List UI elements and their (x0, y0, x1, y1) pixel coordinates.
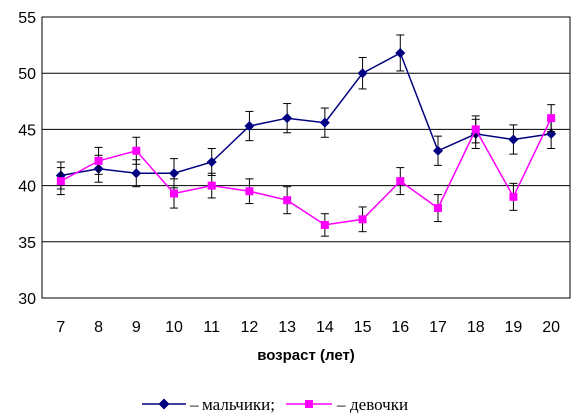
y-tick-label: 50 (18, 66, 36, 83)
x-tick-label: 16 (391, 319, 409, 336)
series-boys (55, 34, 557, 190)
data-point (207, 181, 216, 190)
data-point (396, 177, 405, 186)
series-layer (55, 34, 557, 237)
data-point (547, 114, 556, 123)
x-tick-label: 8 (94, 319, 103, 336)
y-tick-label: 55 (18, 10, 36, 27)
data-point (509, 192, 518, 201)
legend-girls-label: девочки (350, 395, 408, 414)
data-point (94, 156, 103, 165)
x-tick-label: 20 (542, 319, 560, 336)
data-point (320, 220, 329, 229)
x-tick-label: 17 (429, 319, 447, 336)
x-tick-label: 10 (165, 319, 183, 336)
x-tick-label: 9 (132, 319, 141, 336)
data-point (244, 121, 255, 132)
data-point (319, 117, 330, 128)
data-point (358, 215, 367, 224)
data-point (245, 187, 254, 196)
data-point (282, 113, 293, 124)
legend-dash-2: – (336, 395, 346, 414)
data-point (170, 189, 178, 198)
x-axis-tick-labels: 7 8 9 10 11 12 13 14 15 16 17 18 19 20 (56, 319, 560, 336)
y-axis-tick-labels: 30 35 40 45 50 55 (18, 10, 36, 308)
x-axis-title: возраст (лет) (257, 347, 355, 364)
data-point (169, 168, 179, 179)
y-tick-label: 40 (18, 179, 36, 196)
x-tick-label: 13 (278, 319, 296, 336)
legend-boys-label: мальчики; (202, 395, 275, 414)
series-girls (56, 104, 556, 237)
plot-frame (41, 16, 571, 299)
data-point (56, 177, 65, 186)
x-tick-label: 18 (467, 319, 485, 336)
data-point (131, 168, 142, 179)
data-point (471, 125, 480, 134)
data-point (433, 145, 443, 156)
legend-girls-marker (305, 400, 313, 408)
legend-boys-marker (158, 398, 170, 410)
data-point (206, 156, 217, 167)
series-line (60, 117, 552, 226)
x-tick-label: 15 (354, 319, 372, 336)
x-tick-label: 14 (316, 319, 334, 336)
legend-dash-1: – (189, 395, 199, 414)
series-line (60, 51, 552, 177)
legend: – мальчики; – девочки (142, 395, 408, 414)
y-tick-label: 35 (18, 235, 36, 252)
x-tick-label: 7 (56, 319, 65, 336)
data-point (132, 146, 141, 155)
y-tick-label: 30 (18, 291, 36, 308)
data-point (395, 47, 406, 58)
data-point (508, 134, 519, 145)
data-point (434, 204, 442, 213)
x-tick-label: 11 (203, 319, 220, 336)
y-tick-label: 45 (18, 122, 36, 139)
data-point (357, 68, 368, 79)
gridlines (42, 72, 570, 243)
x-tick-label: 19 (505, 319, 523, 336)
data-point (283, 196, 292, 205)
x-tick-label: 12 (241, 319, 259, 336)
